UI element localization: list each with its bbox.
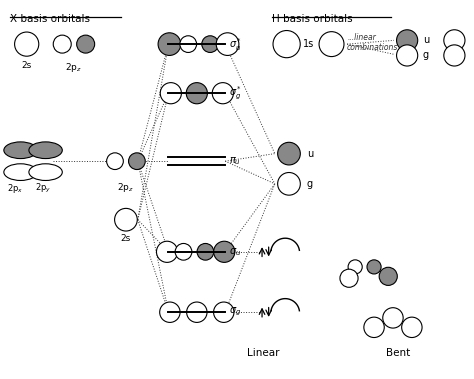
Ellipse shape: [180, 36, 197, 52]
Text: 2p$_z$: 2p$_z$: [118, 181, 135, 194]
Text: g: g: [307, 179, 313, 189]
Ellipse shape: [397, 30, 418, 51]
Text: u: u: [307, 149, 313, 159]
Ellipse shape: [77, 35, 95, 53]
Text: 2s: 2s: [121, 234, 131, 243]
Text: ...linear
combinations: ...linear combinations: [347, 33, 399, 52]
Text: $\sigma_u$: $\sigma_u$: [229, 246, 241, 258]
Ellipse shape: [186, 83, 208, 104]
Text: $\sigma_g$: $\sigma_g$: [229, 306, 241, 318]
Ellipse shape: [212, 83, 233, 104]
Text: 2s: 2s: [21, 61, 32, 70]
Ellipse shape: [383, 308, 403, 328]
Text: $\sigma^*_g$: $\sigma^*_g$: [229, 85, 242, 102]
Ellipse shape: [214, 241, 235, 262]
Ellipse shape: [367, 260, 381, 274]
Ellipse shape: [214, 302, 234, 323]
Text: Linear: Linear: [247, 348, 279, 357]
Text: 1s: 1s: [303, 39, 314, 49]
Ellipse shape: [158, 33, 181, 55]
Ellipse shape: [175, 243, 192, 260]
Ellipse shape: [4, 142, 37, 158]
Ellipse shape: [107, 153, 123, 169]
Ellipse shape: [29, 164, 62, 180]
Text: 2p$_z$: 2p$_z$: [65, 61, 82, 74]
Text: 2p$_x$: 2p$_x$: [7, 182, 23, 195]
Ellipse shape: [156, 241, 178, 262]
Text: u: u: [423, 35, 429, 45]
Ellipse shape: [115, 208, 137, 231]
Ellipse shape: [187, 302, 207, 323]
Ellipse shape: [278, 142, 301, 165]
Ellipse shape: [160, 302, 180, 323]
Ellipse shape: [340, 269, 358, 287]
Text: $\pi_u$: $\pi_u$: [229, 155, 241, 167]
Ellipse shape: [401, 317, 422, 338]
Ellipse shape: [444, 45, 465, 66]
Ellipse shape: [444, 30, 465, 51]
Ellipse shape: [278, 172, 301, 195]
Ellipse shape: [319, 32, 344, 56]
Ellipse shape: [15, 32, 39, 56]
Ellipse shape: [397, 45, 418, 66]
Text: H basis orbitals: H basis orbitals: [273, 14, 353, 24]
Ellipse shape: [128, 153, 145, 169]
Ellipse shape: [364, 317, 384, 338]
Text: Bent: Bent: [385, 348, 410, 357]
Ellipse shape: [197, 243, 214, 260]
Ellipse shape: [160, 83, 182, 104]
Ellipse shape: [348, 260, 362, 274]
Ellipse shape: [379, 267, 397, 285]
Text: 2p$_y$: 2p$_y$: [35, 182, 51, 195]
Ellipse shape: [216, 33, 239, 55]
Ellipse shape: [273, 31, 300, 58]
Text: g: g: [423, 50, 429, 60]
Ellipse shape: [53, 35, 71, 53]
Text: $\sigma^*_u$: $\sigma^*_u$: [229, 36, 242, 53]
Ellipse shape: [4, 164, 37, 180]
Text: X basis orbitals: X basis orbitals: [10, 14, 90, 24]
Ellipse shape: [29, 142, 62, 158]
Ellipse shape: [202, 36, 219, 52]
